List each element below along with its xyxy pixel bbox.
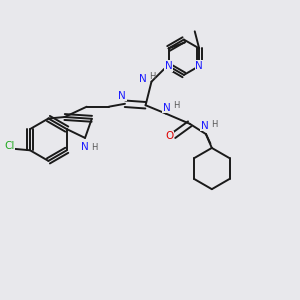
- Text: Cl: Cl: [4, 141, 15, 151]
- Text: O: O: [165, 131, 173, 141]
- Text: N: N: [201, 121, 208, 131]
- Text: H: H: [211, 120, 217, 129]
- Text: N: N: [140, 74, 147, 84]
- Text: N: N: [118, 91, 126, 100]
- Text: H: H: [92, 143, 98, 152]
- Text: N: N: [165, 61, 172, 71]
- Text: N: N: [163, 103, 170, 112]
- Text: N: N: [195, 61, 203, 71]
- Text: N: N: [81, 142, 89, 152]
- Text: H: H: [149, 72, 155, 81]
- Text: H: H: [173, 101, 179, 110]
